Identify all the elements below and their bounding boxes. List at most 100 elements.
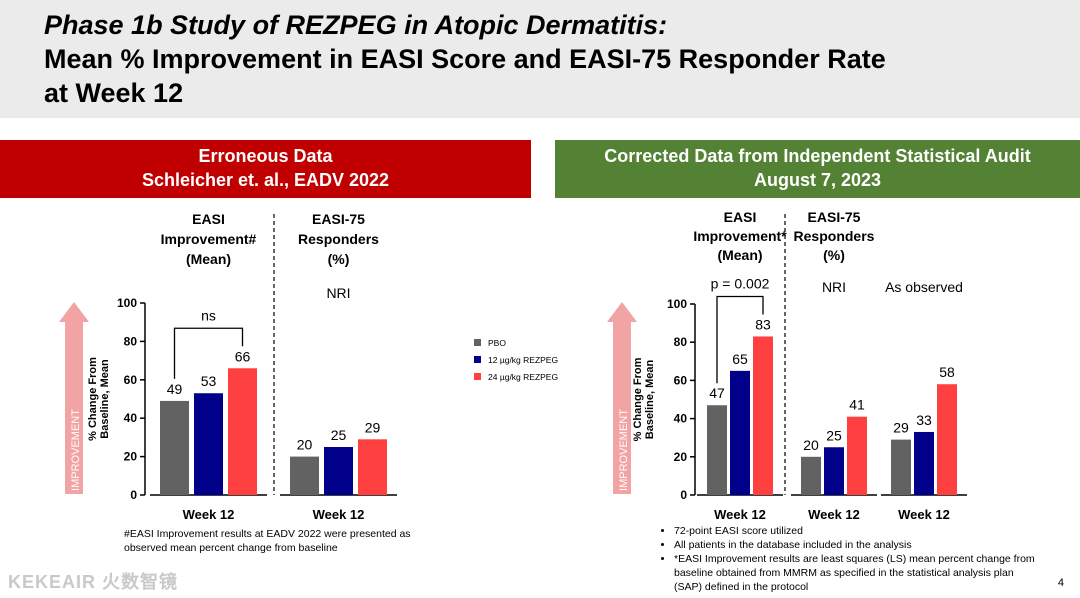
- legend-label-12: 12 µg/kg REZPEG: [488, 354, 559, 365]
- legend-swatch-12: [474, 356, 481, 363]
- corrected-data-banner: Corrected Data from Independent Statisti…: [555, 140, 1080, 198]
- right-group-2-value-1: 33: [916, 412, 932, 428]
- title-line-3: at Week 12: [44, 78, 184, 108]
- left-group-1-header-2: (%): [328, 251, 350, 267]
- legend-item-12: 12 µg/kg REZPEG: [474, 351, 558, 368]
- left-ytick-label-100: 100: [117, 296, 137, 310]
- footnote-item-1: 72-point EASI score utilized: [674, 524, 1040, 538]
- right-ytick-label-0: 0: [680, 488, 687, 502]
- right-group-1-sublabel: NRI: [822, 279, 846, 295]
- left-group-0-annotation: ns: [201, 307, 216, 323]
- erroneous-data-banner: Erroneous Data Schleicher et. al., EADV …: [0, 140, 531, 198]
- left-xlabel-0: Week 12: [183, 507, 235, 522]
- left-group-1-value-0: 20: [297, 437, 313, 453]
- footnote-item-2: All patients in the database included in…: [674, 538, 1040, 552]
- right-group-2-bar-1: [914, 431, 934, 495]
- right-group-1-header-1: Responders: [794, 228, 875, 244]
- erroneous-chart: % Change From Baseline, Mean 0 20 40 60 80 100 W…: [87, 211, 397, 522]
- right-ytick-label-100: 100: [667, 297, 687, 311]
- legend-swatch-pbo: [474, 339, 481, 346]
- right-group-1-value-2: 41: [849, 397, 865, 413]
- right-footnotes: 72-point EASI score utilized All patient…: [660, 524, 1040, 594]
- right-group-2-bar-2: [937, 384, 957, 495]
- right-ytick-label-40: 40: [674, 412, 688, 426]
- left-group-1-value-2: 29: [365, 419, 381, 435]
- left-ytick-label-80: 80: [124, 334, 138, 348]
- banner-left-line-1: Erroneous Data: [198, 146, 333, 166]
- right-group-0-bar-2: [753, 336, 773, 495]
- right-group-0-bar-0: [707, 405, 727, 495]
- left-group-0-value-1: 53: [201, 373, 217, 389]
- left-ylabel-line1: % Change From: [87, 357, 99, 441]
- legend-swatch-24: [474, 373, 481, 380]
- left-group-0-value-2: 66: [235, 348, 251, 364]
- right-group-1-bar-1: [824, 447, 844, 495]
- improvement-label-left: IMPROVEMENT: [70, 409, 82, 491]
- left-group-0-header-0: EASI: [192, 211, 225, 227]
- right-group-1-bar-0: [801, 456, 821, 495]
- page-number: 4: [1057, 577, 1064, 589]
- improvement-label-right: IMPROVEMENT: [618, 409, 630, 491]
- left-group-0-header-2: (Mean): [186, 251, 231, 267]
- left-ylabel-line2: Baseline, Mean: [99, 359, 111, 439]
- right-group-1-header-0: EASI-75: [808, 209, 861, 225]
- right-group-2-value-2: 58: [939, 364, 955, 380]
- left-group-0-header-1: Improvement#: [161, 231, 257, 247]
- watermark: KEKEAIR 火数智镜: [8, 572, 179, 592]
- right-ylabel-line1: % Change From: [632, 357, 644, 441]
- footnote-item-3: *EASI Improvement results are least squa…: [674, 552, 1040, 594]
- right-group-0-bar-1: [730, 370, 750, 495]
- right-ytick-label-60: 60: [674, 373, 688, 387]
- left-group-0-bracket: [173, 327, 244, 379]
- legend: PBO 12 µg/kg REZPEG 24 µg/kg REZPEG: [474, 334, 558, 385]
- left-group-0-bar-0: [160, 400, 189, 495]
- right-group-1-header-2: (%): [823, 247, 845, 263]
- left-group-1-bar-0: [290, 456, 319, 495]
- left-group-0-bar-2: [228, 368, 257, 495]
- left-xlabel-1: Week 12: [313, 507, 365, 522]
- right-group-0-value-1: 65: [732, 351, 748, 367]
- left-footnote: #EASI Improvement results at EADV 2022 w…: [124, 528, 411, 554]
- right-group-0-header-1: Improvement*: [693, 228, 787, 244]
- legend-item-24: 24 µg/kg REZPEG: [474, 368, 558, 385]
- right-group-0-value-2: 83: [755, 316, 771, 332]
- right-ytick-label-80: 80: [674, 335, 688, 349]
- left-group-1-sublabel: NRI: [326, 285, 350, 301]
- legend-label-24: 24 µg/kg REZPEG: [488, 371, 559, 382]
- right-group-0-header-2: (Mean): [717, 247, 762, 263]
- right-group-0-value-0: 47: [709, 385, 725, 401]
- right-group-0-bracket: [716, 295, 764, 384]
- title-line-2: Mean % Improvement in EASI Score and EAS…: [44, 44, 886, 74]
- right-group-2-sublabel: As observed: [885, 279, 963, 295]
- legend-item-pbo: PBO: [474, 334, 558, 351]
- left-group-0-bar-1: [194, 393, 223, 495]
- banner-right-line-1: Corrected Data from Independent Statisti…: [604, 146, 1031, 166]
- improvement-arrow-left: IMPROVEMENT: [59, 302, 89, 494]
- slide-title: Phase 1b Study of REZPEG in Atopic Derma…: [44, 8, 1064, 110]
- right-group-2-bar-0: [891, 439, 911, 495]
- left-ytick-label-40: 40: [124, 411, 138, 425]
- title-bar: [0, 0, 1080, 118]
- right-xlabel-1: Week 12: [808, 507, 860, 522]
- title-line-1: Phase 1b Study of REZPEG in Atopic Derma…: [44, 10, 668, 40]
- left-group-1-value-1: 25: [331, 427, 347, 443]
- right-group-1-value-0: 20: [803, 437, 819, 453]
- right-group-2-value-0: 29: [893, 420, 909, 436]
- left-ytick-label-60: 60: [124, 373, 138, 387]
- improvement-arrow-right: IMPROVEMENT: [607, 302, 637, 494]
- right-group-1-bar-2: [847, 416, 867, 495]
- banner-left-line-2: Schleicher et. al., EADV 2022: [141, 170, 390, 190]
- left-group-1-header-0: EASI-75: [312, 211, 365, 227]
- left-ytick-label-0: 0: [130, 488, 137, 502]
- right-group-1-value-1: 25: [826, 427, 842, 443]
- left-group-1-header-1: Responders: [298, 231, 379, 247]
- right-group-0-header-0: EASI: [724, 209, 757, 225]
- left-group-1-bar-1: [324, 447, 353, 495]
- left-ytick-label-20: 20: [124, 450, 138, 464]
- corrected-chart: % Change From Baseline, Mean 0 20 40 60 80 100 W…: [632, 209, 967, 522]
- legend-label-pbo: PBO: [488, 337, 506, 348]
- left-group-1-bar-2: [358, 439, 387, 495]
- right-ylabel-line2: Baseline, Mean: [644, 359, 656, 439]
- banner-right-line-2: August 7, 2023: [753, 170, 882, 190]
- right-xlabel-0: Week 12: [714, 507, 766, 522]
